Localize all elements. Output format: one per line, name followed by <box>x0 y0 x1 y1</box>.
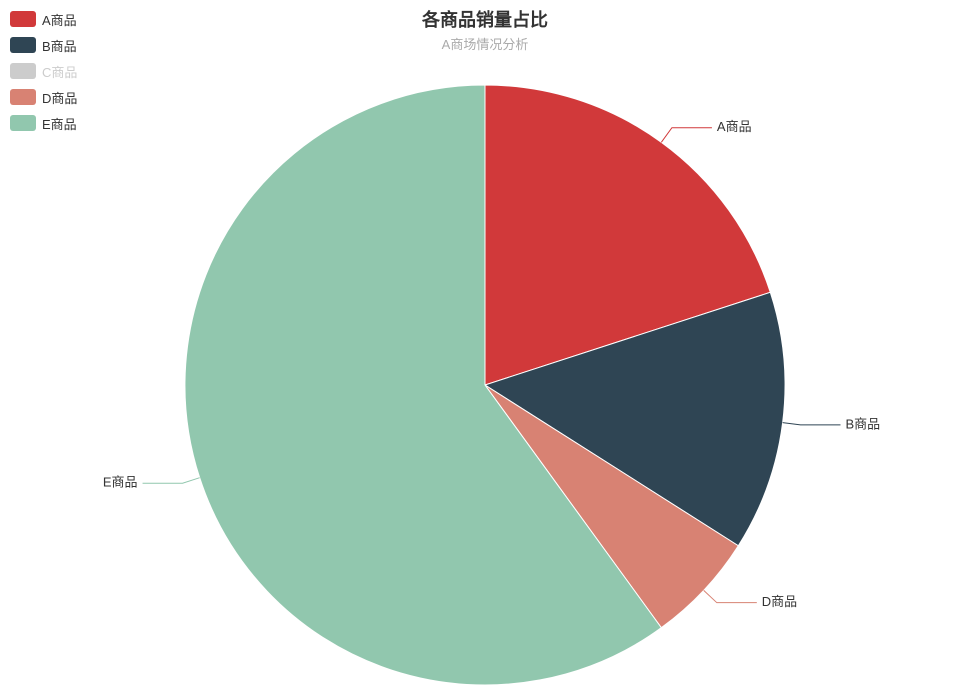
pie-chart: 各商品销量占比 A商场情况分析 A商品B商品C商品D商品E商品 A商品B商品D商… <box>0 0 970 697</box>
pie-plot-area: A商品 B商品 D商品 E商品 <box>0 0 970 697</box>
slice-label-A商品: A商品 <box>717 119 752 134</box>
slice-label-E商品: E商品 <box>103 475 138 490</box>
slice-label-B商品: B商品 <box>845 416 880 431</box>
slice-leader-line <box>143 478 200 484</box>
slice-leader-line <box>704 590 757 602</box>
slice-leader-line <box>661 128 712 143</box>
slice-leader-line <box>783 423 841 425</box>
slice-label-D商品: D商品 <box>762 594 797 609</box>
